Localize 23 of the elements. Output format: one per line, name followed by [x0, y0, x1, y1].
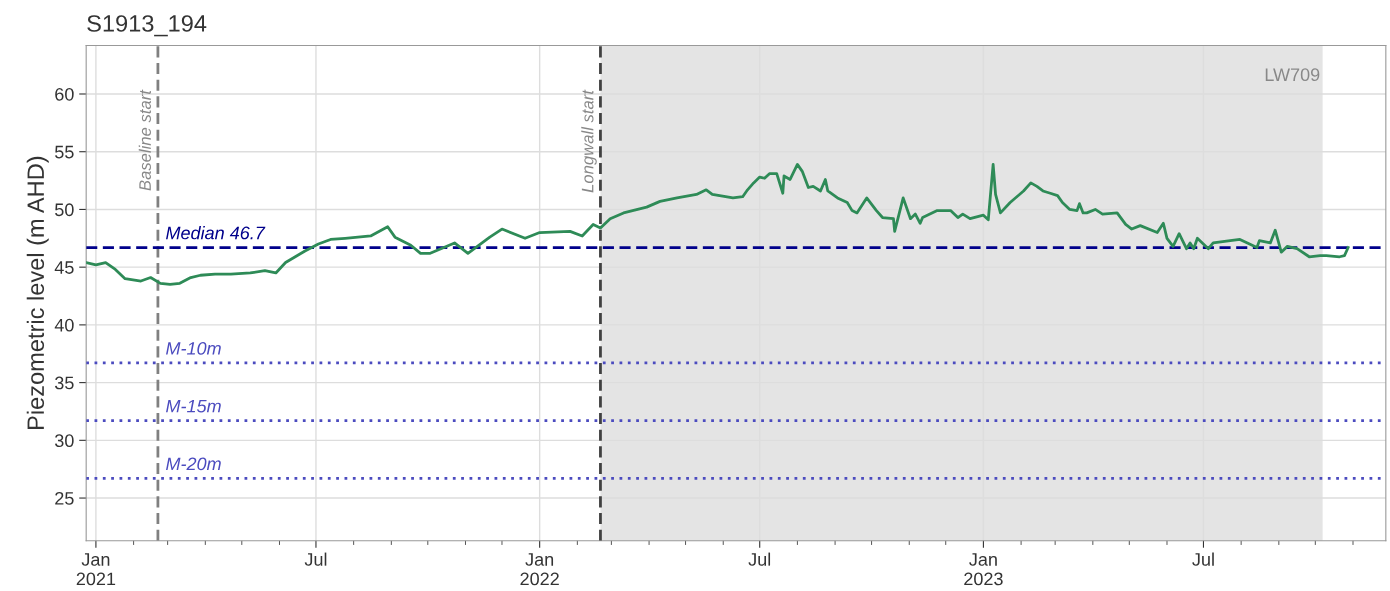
x-tick-label: Jan 2023: [964, 553, 1003, 586]
x-tick-label: Jul: [1192, 552, 1214, 566]
x-tick-label: Jul: [304, 552, 327, 566]
ref-line-label: Baseline start: [138, 89, 151, 191]
ref-line-label: M-15m: [166, 399, 221, 413]
ref-line-label: Longwall start: [581, 89, 597, 193]
ref-line-label: M-10m: [166, 342, 221, 355]
y-tick-label: 35: [54, 376, 74, 390]
y-tick-label: 40: [54, 318, 74, 332]
y-tick-label: 50: [55, 203, 74, 217]
band-label: LW709: [1265, 68, 1320, 82]
y-tick-label: 55: [55, 145, 74, 159]
ref-line-label: M-20m: [166, 457, 221, 471]
y-tick-label: 25: [55, 491, 74, 505]
x-tick-label: Jul: [748, 552, 771, 566]
y-tick-label: 60: [55, 87, 74, 101]
y-tick-label: 45: [54, 261, 74, 274]
y-axis-title: Piezometric level (m AHD): [26, 156, 49, 429]
chart-title: S1913_194: [87, 15, 207, 37]
x-tick-label: Jan 2022: [520, 553, 559, 586]
y-tick-label: 30: [54, 434, 74, 448]
ref-line-label: Median 46.7: [166, 226, 266, 240]
x-tick-label: Jan 2021: [76, 553, 116, 586]
